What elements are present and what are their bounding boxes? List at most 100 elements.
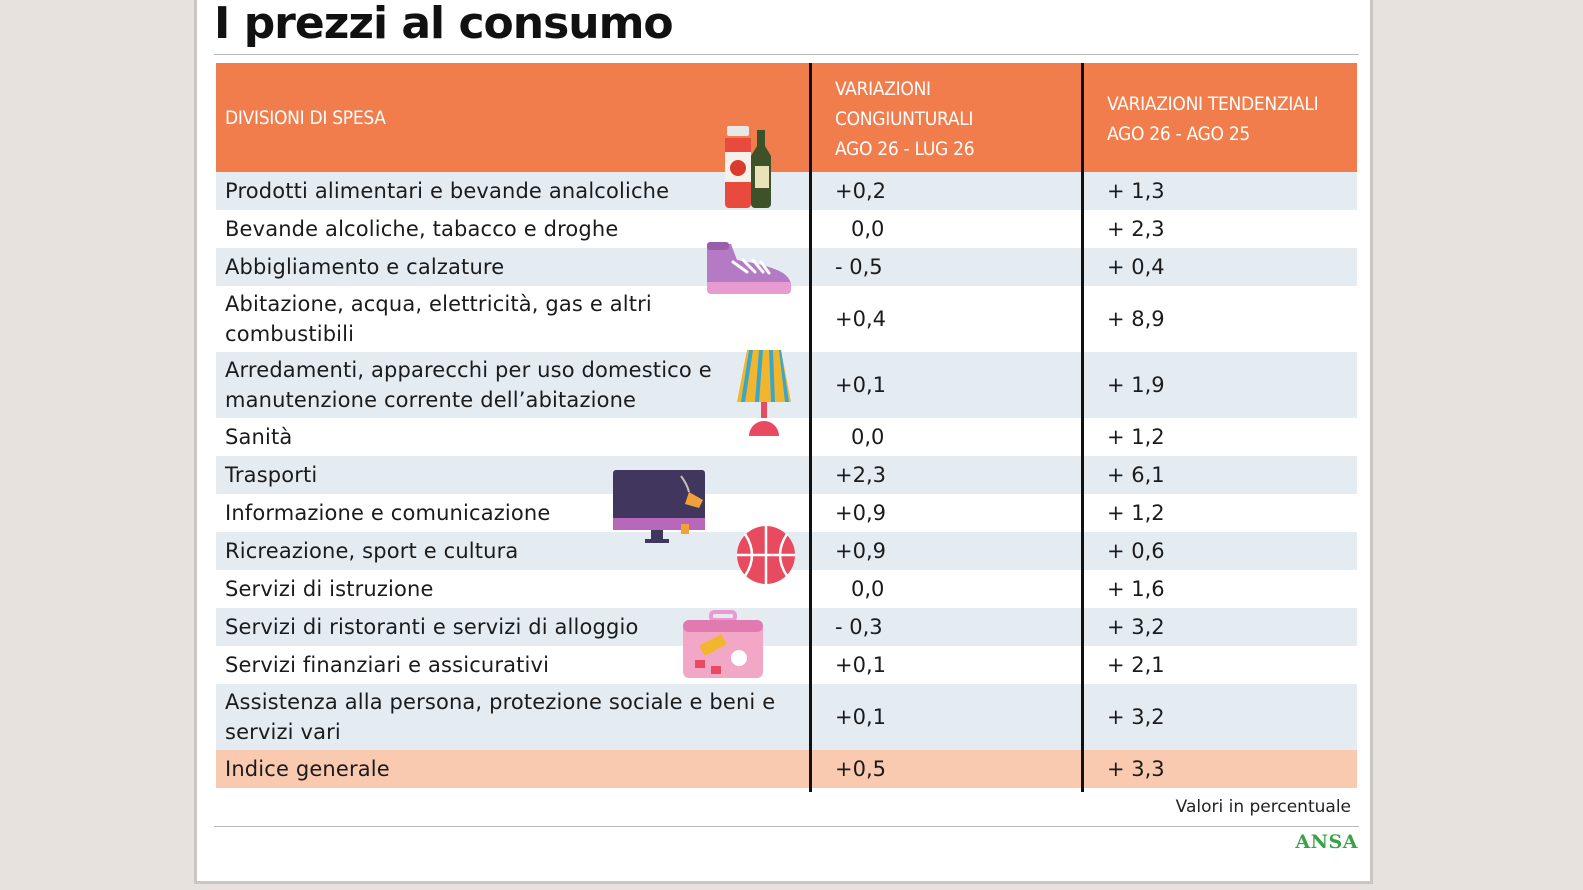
row-tendenziali-cell: + 0,6 [1107, 532, 1165, 570]
header-congiunturali-line: VARIAZIONI [835, 78, 931, 100]
monitor-icon [613, 470, 705, 543]
ansa-logo: ANSA [1295, 831, 1358, 853]
basketball-icon [737, 526, 795, 584]
table-row-total: Indice generale +0,5 + 3,3 [216, 750, 1357, 788]
header-tendenziali-line: VARIAZIONI TENDENZIALI [1107, 93, 1319, 115]
lamp-icon [737, 350, 791, 436]
row-label: Arredamenti, apparecchi per uso domestic… [225, 358, 712, 412]
row-tendenziali-value: + 1,2 [1107, 425, 1165, 449]
row-congiunturali-value: 0,0 [851, 577, 885, 601]
ketchup-oil-bottles-icon [725, 126, 771, 208]
table-row: Sanità 0,0 + 1,2 [216, 418, 1357, 456]
table-header: DIVISIONI DI SPESA VARIAZIONI CONGIUNTUR… [216, 63, 1357, 172]
header-tendenziali-line: AGO 26 - AGO 25 [1107, 123, 1250, 145]
row-tendenziali-value: + 3,2 [1107, 705, 1165, 729]
row-tendenziali-cell: + 1,9 [1107, 352, 1165, 418]
footer-divider [214, 826, 1359, 827]
row-label: Abbigliamento e calzature [225, 255, 505, 279]
footnote: Valori in percentuale [1175, 797, 1351, 817]
row-label: Servizi finanziari e assicurativi [225, 653, 550, 677]
row-tendenziali-cell: + 3,2 [1107, 684, 1165, 750]
row-tendenziali-value: + 3,2 [1107, 615, 1165, 639]
row-tendenziali-cell: + 2,3 [1107, 210, 1165, 248]
table-row: Servizi di ristoranti e servizi di allog… [216, 608, 1357, 646]
row-tendenziali-value: + 1,9 [1107, 373, 1165, 397]
table-row: Prodotti alimentari e bevande analcolich… [216, 172, 1357, 210]
row-label: Sanità [225, 425, 293, 449]
sneaker-icon [707, 242, 791, 294]
row-congiunturali-value: +0,9 [835, 539, 886, 563]
row-congiunturali-value: 0,0 [851, 217, 885, 241]
row-tendenziali-cell: + 3,2 [1107, 608, 1165, 646]
row-label: Bevande alcoliche, tabacco e droghe [225, 217, 619, 241]
header-tendenziali: VARIAZIONI TENDENZIALI AGO 26 - AGO 25 [1107, 89, 1319, 149]
row-tendenziali-cell: + 1,3 [1107, 172, 1165, 210]
row-congiunturali-value: +0,1 [835, 705, 886, 729]
row-tendenziali-value: + 2,1 [1107, 653, 1165, 677]
row-congiunturali-value: +2,3 [835, 463, 886, 487]
row-label: Informazione e comunicazione [225, 501, 551, 525]
row-congiunturali-cell: 0,0 [835, 210, 884, 248]
row-congiunturali-cell: - 0,3 [835, 608, 883, 646]
row-tendenziali-cell: + 0,4 [1107, 248, 1165, 286]
infographic-card: I prezzi al consumo DIVISIONI DI SPESA V… [194, 0, 1373, 884]
page-title: I prezzi al consumo [214, 0, 674, 49]
column-divider [809, 63, 812, 792]
row-tendenziali-cell: + 3,3 [1107, 750, 1165, 788]
row-congiunturali-value: +0,4 [835, 307, 886, 331]
row-congiunturali-value: +0,1 [835, 653, 886, 677]
table-body: Prodotti alimentari e bevande analcolich… [216, 172, 1357, 788]
header-divisioni: DIVISIONI DI SPESA [225, 107, 386, 129]
row-tendenziali-cell: + 2,1 [1107, 646, 1165, 684]
suitcase-icon [683, 610, 763, 678]
row-tendenziali-cell: + 1,2 [1107, 418, 1165, 456]
row-congiunturali-cell: +0,1 [835, 352, 886, 418]
row-congiunturali-value: - 0,3 [835, 615, 883, 639]
row-tendenziali-cell: + 1,6 [1107, 570, 1165, 608]
table-row: Informazione e comunicazione +0,9 + 1,2 [216, 494, 1357, 532]
row-congiunturali-cell: +0,4 [835, 286, 886, 352]
row-label: Servizi di ristoranti e servizi di allog… [225, 615, 639, 639]
row-tendenziali-value: + 2,3 [1107, 217, 1165, 241]
row-congiunturali-cell: +0,1 [835, 684, 886, 750]
row-congiunturali-cell: +2,3 [835, 456, 886, 494]
row-congiunturali-value: +0,9 [835, 501, 886, 525]
row-label: Indice generale [225, 757, 390, 781]
row-congiunturali-value: 0,0 [851, 425, 885, 449]
row-tendenziali-value: + 1,2 [1107, 501, 1165, 525]
table-row: Servizi di istruzione 0,0 + 1,6 [216, 570, 1357, 608]
row-label: Prodotti alimentari e bevande analcolich… [225, 179, 670, 203]
row-congiunturali-cell: +0,1 [835, 646, 886, 684]
row-tendenziali-value: + 1,3 [1107, 179, 1165, 203]
row-congiunturali-cell: 0,0 [835, 570, 884, 608]
column-divider [1081, 63, 1084, 792]
header-congiunturali-line: CONGIUNTURALI [835, 108, 974, 130]
row-congiunturali-cell: +0,9 [835, 532, 886, 570]
row-tendenziali-cell: + 8,9 [1107, 286, 1165, 352]
table-row: Abitazione, acqua, elettricità, gas e al… [216, 286, 1357, 352]
row-tendenziali-value: + 0,4 [1107, 255, 1165, 279]
header-congiunturali-line: AGO 26 - LUG 26 [835, 138, 975, 160]
table-row: Servizi finanziari e assicurativi +0,1 + 2… [216, 646, 1357, 684]
row-tendenziali-value: + 0,6 [1107, 539, 1165, 563]
row-congiunturali-value: - 0,5 [835, 255, 883, 279]
table-row: Bevande alcoliche, tabacco e droghe 0,0 + … [216, 210, 1357, 248]
row-congiunturali-cell: +0,2 [835, 172, 886, 210]
row-congiunturali-value: +0,2 [835, 179, 886, 203]
row-label: Trasporti [225, 463, 318, 487]
row-tendenziali-value: + 1,6 [1107, 577, 1165, 601]
row-label: Ricreazione, sport e cultura [225, 539, 519, 563]
row-congiunturali-cell: +0,5 [835, 750, 886, 788]
title-divider [214, 54, 1359, 55]
row-tendenziali-cell: + 6,1 [1107, 456, 1165, 494]
row-tendenziali-cell: + 1,2 [1107, 494, 1165, 532]
table-row: Trasporti +2,3 + 6,1 [216, 456, 1357, 494]
row-tendenziali-value: + 8,9 [1107, 307, 1165, 331]
header-congiunturali: VARIAZIONI CONGIUNTURALI AGO 26 - LUG 26 [835, 74, 975, 164]
row-tendenziali-value: + 3,3 [1107, 757, 1165, 781]
table-row: Assistenza alla persona, protezione soci… [216, 684, 1357, 750]
row-congiunturali-cell: - 0,5 [835, 248, 883, 286]
row-congiunturali-value: +0,1 [835, 373, 886, 397]
row-tendenziali-value: + 6,1 [1107, 463, 1165, 487]
row-label: Servizi di istruzione [225, 577, 434, 601]
